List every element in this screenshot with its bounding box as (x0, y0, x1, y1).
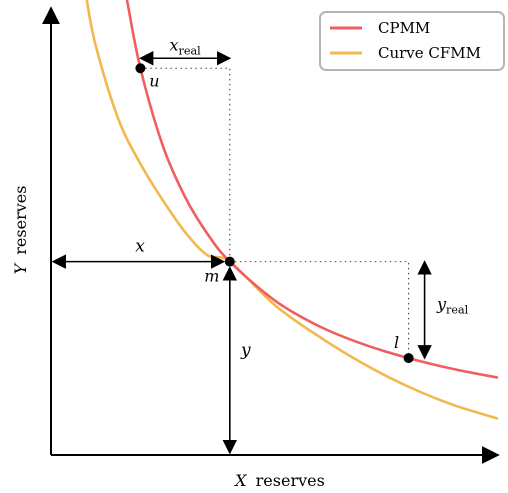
label-x: x (135, 237, 145, 257)
point-label-u: u (149, 71, 159, 90)
x-axis-label: X reserves (233, 471, 325, 490)
label-y: y (240, 341, 251, 361)
label-x-real: xreal (169, 35, 201, 57)
legend: CPMM Curve CFMM (319, 11, 505, 71)
points (135, 63, 414, 364)
legend-label-cpmm: CPMM (378, 19, 430, 37)
point-label-m: m (204, 267, 219, 286)
point-m (224, 256, 235, 267)
point-u (135, 63, 146, 74)
point-label-l: l (394, 333, 399, 352)
arrows (51, 51, 432, 455)
label-y-real: yreal (436, 295, 469, 317)
y-axis-label: Y reserves (11, 186, 30, 275)
point-l (403, 353, 414, 364)
dotted-guides (140, 67, 410, 359)
legend-box (319, 11, 505, 71)
guide-m-l (229, 261, 410, 359)
legend-label-curve-cfmm: Curve CFMM (378, 44, 481, 62)
